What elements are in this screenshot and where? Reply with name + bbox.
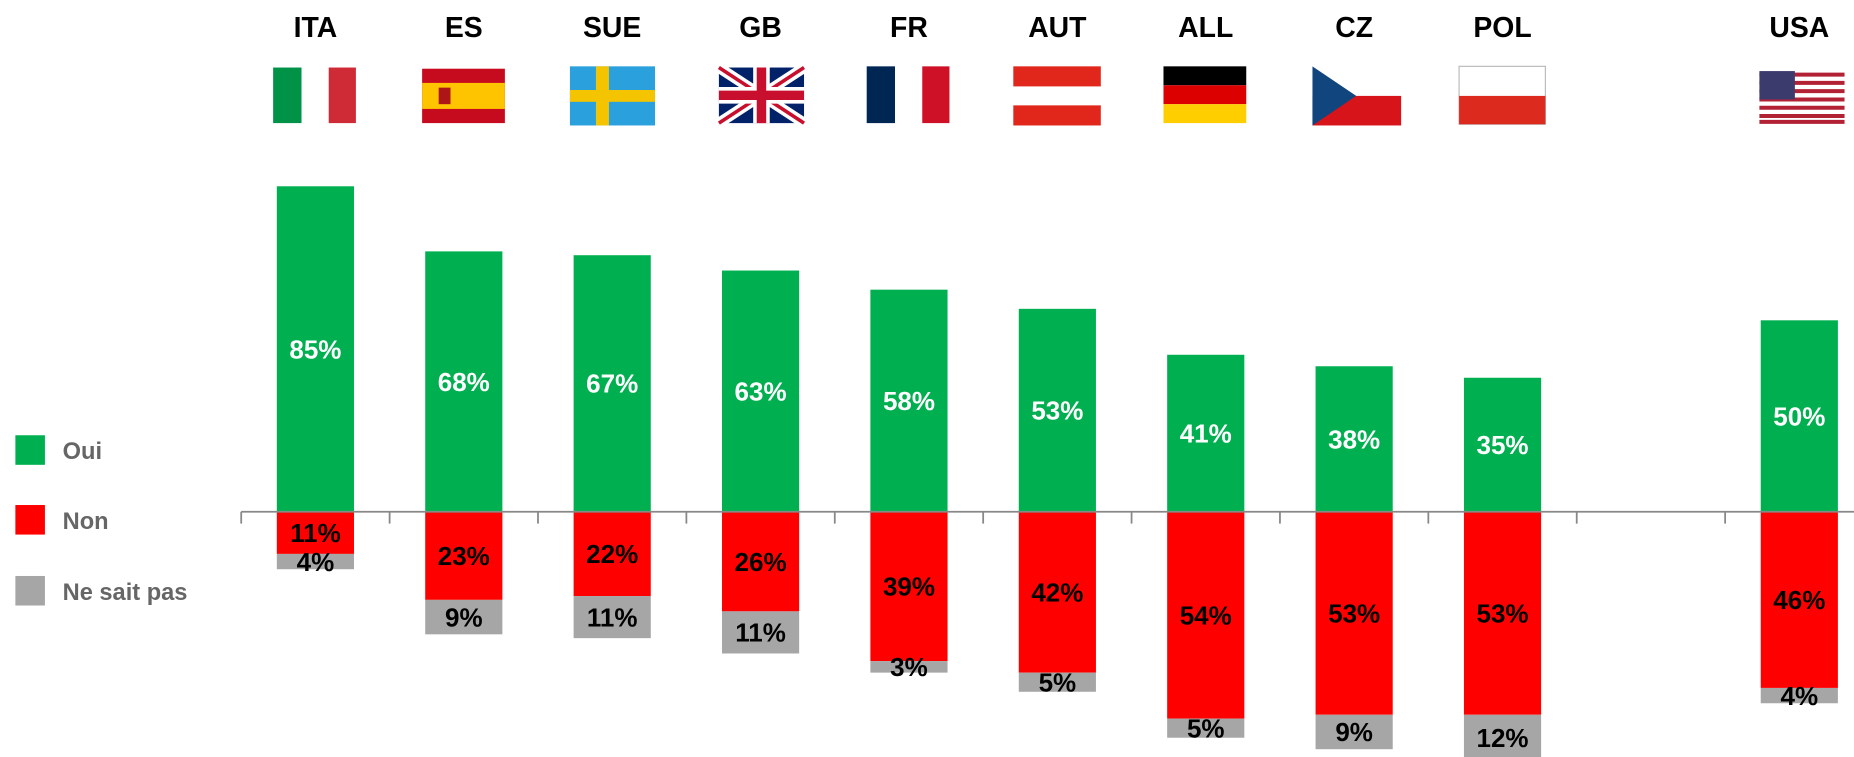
- data-label: 5%: [1187, 713, 1225, 743]
- bar-segment: [1315, 714, 1393, 750]
- data-label: 53%: [1477, 599, 1529, 629]
- data-label: 54%: [1180, 600, 1232, 630]
- data-label: 38%: [1328, 424, 1380, 454]
- data-label: 11%: [735, 618, 786, 648]
- bar-segment: [276, 186, 354, 512]
- data-label: 12%: [1477, 723, 1529, 753]
- x-tick-label: POL: [1473, 12, 1531, 44]
- bar-segment: [1760, 687, 1838, 704]
- x-tick-label: FR: [890, 12, 928, 44]
- bar-segment: [870, 511, 948, 662]
- data-label: 67%: [586, 369, 638, 399]
- flag-all: [1163, 66, 1247, 124]
- data-label: 26%: [735, 547, 787, 577]
- x-tick-label: CZ: [1335, 12, 1373, 44]
- x-tick-label: SUE: [583, 12, 641, 44]
- bar-segment: [1463, 714, 1542, 757]
- bar-segment: [1018, 308, 1096, 512]
- data-label: 39%: [883, 572, 935, 602]
- data-label: 53%: [1328, 599, 1380, 629]
- x-tick-label: ES: [445, 12, 483, 44]
- flag-gb: [715, 63, 807, 128]
- data-label: 22%: [586, 539, 638, 569]
- data-label: 50%: [1773, 401, 1825, 431]
- data-label: 68%: [438, 367, 490, 397]
- x-tick-label: GB: [739, 12, 782, 44]
- data-label: 53%: [1031, 396, 1083, 426]
- bar-segment: [1167, 718, 1245, 738]
- legend-label: Oui: [63, 439, 102, 465]
- legend-swatch: [15, 575, 45, 606]
- bar-segment: [721, 270, 800, 512]
- legend-label: Ne sait pas: [63, 580, 188, 606]
- bar-segment: [870, 289, 948, 512]
- bar-segment: [276, 553, 354, 570]
- flag-sue: [569, 66, 656, 126]
- bar-segment: [425, 599, 503, 635]
- bar-segment: [425, 251, 503, 512]
- x-tick-label: ALL: [1178, 12, 1233, 44]
- data-label: 63%: [735, 376, 787, 406]
- bar-segment: [1018, 511, 1096, 673]
- data-label: 4%: [1781, 681, 1819, 711]
- data-label: 11%: [290, 518, 341, 548]
- data-label: 9%: [1335, 717, 1373, 747]
- data-label: 4%: [297, 547, 335, 577]
- data-label: 42%: [1031, 577, 1083, 607]
- x-tick-label: USA: [1769, 12, 1829, 44]
- legend-swatch: [15, 435, 45, 465]
- data-label: 41%: [1180, 419, 1232, 449]
- flag-cz: [1312, 66, 1402, 126]
- bar-segment: [1315, 366, 1393, 512]
- bar-segment: [1760, 320, 1838, 512]
- data-label: 58%: [883, 386, 935, 416]
- flag-es: [422, 68, 505, 124]
- bar-segment: [721, 511, 800, 612]
- bar-segment: [1018, 672, 1096, 692]
- bar-segment: [721, 611, 800, 654]
- data-label: 23%: [438, 541, 490, 571]
- legend-label: Non: [63, 509, 109, 535]
- flag-usa: [1759, 71, 1845, 124]
- bar-segment: [425, 511, 503, 600]
- bar-segment: [573, 255, 651, 512]
- bar-segment: [1167, 511, 1245, 719]
- bar-segment: [573, 596, 651, 639]
- bar-segment: [870, 661, 948, 673]
- bar-segment: [573, 511, 651, 597]
- data-label: 9%: [445, 602, 483, 632]
- bar-segment: [1463, 377, 1542, 512]
- bar-segment: [276, 511, 354, 554]
- flag-pol: [1458, 65, 1546, 125]
- bar-segment: [1315, 511, 1393, 715]
- legend-swatch: [15, 505, 45, 535]
- data-label: 11%: [587, 602, 638, 632]
- data-label: 5%: [1039, 667, 1077, 697]
- bar-segment: [1463, 511, 1542, 715]
- x-tick-label: AUT: [1028, 12, 1087, 44]
- bar-segment: [1760, 511, 1838, 688]
- data-label: 35%: [1477, 430, 1529, 460]
- flag-ita: [273, 67, 356, 124]
- flag-aut: [1013, 66, 1101, 126]
- bar-segment: [1167, 354, 1245, 512]
- data-label: 3%: [890, 652, 928, 682]
- flag-fr: [866, 66, 950, 124]
- flags: [273, 63, 1845, 128]
- data-label: 85%: [289, 334, 341, 364]
- data-label: 46%: [1773, 585, 1825, 615]
- x-tick-label: ITA: [294, 12, 338, 44]
